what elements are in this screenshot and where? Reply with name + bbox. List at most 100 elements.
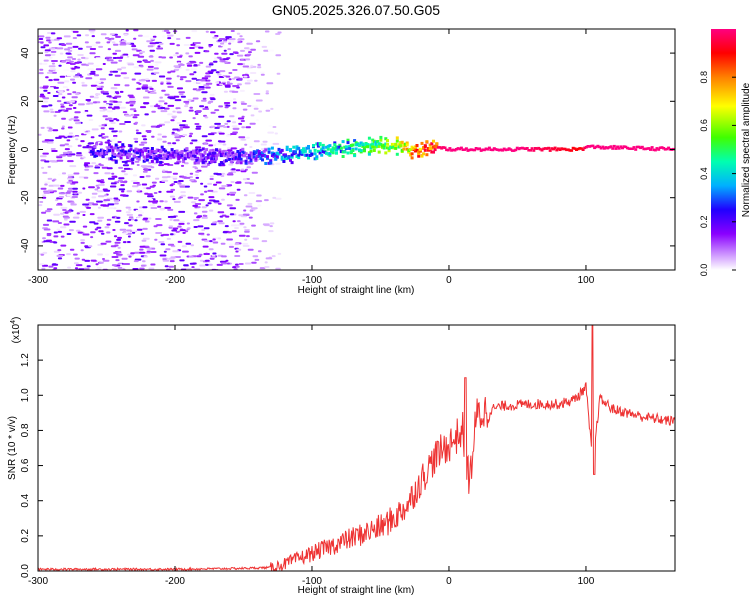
- noise-cell: [246, 79, 253, 82]
- ridge-cell: [261, 154, 264, 158]
- noise-cell: [212, 221, 218, 224]
- noise-cell: [226, 120, 231, 123]
- ridge-cell: [509, 148, 513, 151]
- noise-cell: [88, 146, 93, 149]
- noise-cell: [151, 89, 156, 92]
- ridge-cell: [139, 153, 143, 157]
- spectrogram-y-tick-label: -40: [20, 238, 31, 253]
- noise-cell: [148, 247, 152, 250]
- noise-cell: [99, 106, 106, 109]
- noise-cell: [75, 264, 83, 267]
- ridge-cell: [99, 152, 103, 155]
- noise-cell: [62, 209, 67, 211]
- noise-cell: [238, 136, 246, 139]
- noise-cell: [206, 233, 210, 236]
- noise-cell: [198, 232, 205, 235]
- noise-cell: [176, 111, 182, 114]
- ridge-cell: [354, 143, 358, 147]
- noise-cell: [50, 111, 55, 113]
- noise-cell: [192, 204, 199, 207]
- noise-cell: [56, 100, 62, 103]
- noise-cell: [174, 134, 180, 136]
- ridge-cell: [142, 155, 146, 159]
- noise-cell: [48, 104, 53, 107]
- noise-cell: [106, 223, 111, 226]
- ridge-cell: [234, 153, 238, 156]
- noise-cell: [63, 35, 71, 38]
- ridge-cell: [517, 147, 521, 151]
- ridge-cell: [371, 145, 375, 149]
- noise-cell: [172, 110, 176, 113]
- ridge-cell: [282, 153, 286, 157]
- noise-cell: [160, 82, 164, 85]
- snr-x-tick-label: -300: [28, 576, 48, 587]
- ridge-cell: [632, 146, 636, 149]
- noise-cell: [122, 111, 128, 114]
- ridge-cell: [129, 144, 133, 148]
- noise-cell: [125, 211, 131, 214]
- ridge-cell: [614, 147, 618, 150]
- noise-cell: [226, 204, 233, 207]
- noise-cell: [249, 122, 256, 125]
- noise-cell: [167, 96, 175, 99]
- ridge-cell: [160, 149, 164, 153]
- noise-cell: [164, 121, 171, 124]
- noise-cell: [238, 214, 244, 217]
- noise-cell: [234, 52, 239, 54]
- ridge-cell: [101, 155, 105, 158]
- ridge-cell: [343, 150, 347, 154]
- noise-cell: [189, 47, 195, 49]
- ridge-cell: [455, 148, 458, 151]
- ridge-cell: [302, 150, 306, 154]
- noise-cell: [137, 128, 143, 131]
- noise-cell: [74, 61, 80, 64]
- noise-cell: [104, 172, 111, 175]
- noise-cell: [159, 208, 165, 211]
- ridge-cell: [386, 146, 389, 150]
- ridge-cell: [142, 148, 146, 152]
- ridge-cell: [285, 145, 289, 149]
- noise-cell: [235, 181, 242, 184]
- noise-cell: [177, 182, 182, 185]
- ridge-cell: [262, 149, 266, 153]
- ridge-cell: [407, 149, 411, 153]
- ridge-cell: [533, 147, 537, 150]
- noise-cell: [147, 195, 154, 198]
- ridge-cell: [647, 147, 651, 150]
- noise-cell: [189, 262, 196, 265]
- ridge-cell: [560, 147, 564, 150]
- noise-cell: [147, 65, 154, 68]
- noise-cell: [65, 52, 71, 55]
- ridge-cell: [377, 142, 381, 146]
- ridge-cell: [165, 152, 169, 156]
- noise-cell: [215, 71, 220, 74]
- ridge-cell: [175, 154, 179, 158]
- noise-cell: [92, 64, 100, 67]
- ridge-cell: [389, 145, 393, 149]
- noise-cell: [180, 194, 186, 197]
- noise-cell: [122, 232, 128, 235]
- ridge-cell: [136, 156, 140, 160]
- noise-cell: [49, 191, 54, 194]
- noise-cell: [117, 68, 122, 71]
- ridge-cell: [474, 147, 478, 150]
- noise-cell: [146, 187, 151, 190]
- noise-cell: [60, 244, 67, 247]
- noise-cell: [96, 186, 100, 189]
- noise-cell: [189, 73, 195, 76]
- noise-cell: [253, 93, 261, 95]
- snr-x-label: Height of straight line (km): [298, 585, 415, 596]
- noise-cell: [275, 197, 282, 200]
- ridge-cell: [239, 161, 243, 165]
- noise-cell: [212, 238, 216, 241]
- ridge-cell: [318, 151, 322, 155]
- noise-cell: [142, 206, 148, 209]
- noise-cell: [74, 111, 81, 114]
- noise-cell: [200, 170, 205, 173]
- noise-cell: [265, 109, 271, 112]
- noise-cell: [260, 143, 267, 146]
- ridge-cell: [266, 156, 269, 160]
- noise-cell: [156, 136, 161, 139]
- noise-cell: [167, 243, 175, 246]
- noise-cell: [116, 101, 123, 104]
